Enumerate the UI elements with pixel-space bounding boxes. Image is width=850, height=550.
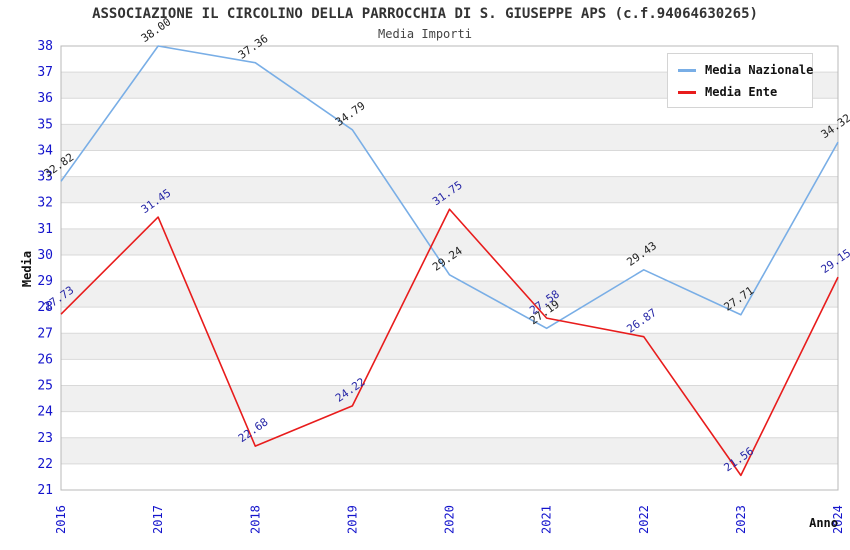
svg-text:22: 22 [37, 457, 53, 472]
svg-text:26: 26 [37, 352, 53, 367]
chart-title: ASSOCIAZIONE IL CIRCOLINO DELLA PARROCCH… [92, 6, 758, 22]
svg-text:34: 34 [37, 143, 53, 158]
svg-text:37: 37 [37, 65, 53, 80]
svg-text:29: 29 [37, 274, 53, 289]
svg-text:36: 36 [37, 91, 53, 106]
svg-text:2017: 2017 [151, 505, 165, 534]
svg-text:2021: 2021 [540, 505, 554, 534]
y-axis-title: Media [20, 250, 34, 288]
svg-text:25: 25 [37, 379, 53, 394]
legend: Media Nazionale Media Ente [667, 53, 813, 108]
svg-text:2016: 2016 [54, 505, 68, 534]
chart-subtitle: Media Importi [378, 27, 472, 41]
svg-text:24: 24 [37, 405, 53, 420]
svg-text:28: 28 [37, 300, 53, 315]
svg-text:32: 32 [37, 196, 53, 211]
svg-text:38: 38 [37, 39, 53, 54]
svg-text:2018: 2018 [248, 505, 262, 534]
svg-text:33: 33 [37, 170, 53, 185]
legend-swatch-media-nazionale [678, 68, 696, 72]
svg-text:35: 35 [37, 117, 53, 132]
legend-item-media-ente: Media Ente [678, 85, 802, 99]
svg-text:2019: 2019 [345, 505, 359, 534]
svg-text:21: 21 [37, 483, 53, 498]
legend-item-media-nazionale: Media Nazionale [678, 63, 813, 77]
legend-swatch-media-ente [678, 90, 696, 94]
svg-text:2020: 2020 [443, 505, 457, 534]
svg-text:27: 27 [37, 326, 53, 341]
svg-text:31: 31 [37, 222, 53, 237]
svg-text:30: 30 [37, 248, 53, 263]
legend-label-media-nazionale: Media Nazionale [705, 63, 814, 77]
svg-text:2023: 2023 [734, 505, 748, 534]
svg-text:2022: 2022 [637, 505, 651, 534]
legend-label-media-ente: Media Ente [705, 85, 778, 99]
x-axis-title: Anno [809, 516, 838, 530]
svg-text:23: 23 [37, 431, 53, 446]
svg-text:2024: 2024 [831, 505, 845, 534]
svg-text:38.00: 38.00 [139, 15, 174, 45]
